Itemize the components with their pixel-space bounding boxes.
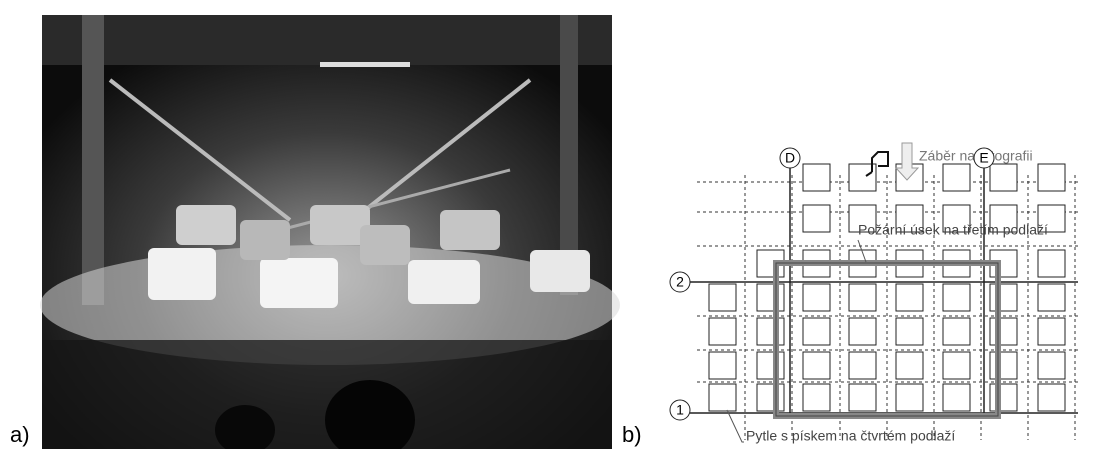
sandbag <box>803 384 830 411</box>
sandbag <box>990 164 1017 191</box>
sandbag <box>757 318 784 345</box>
sandbag <box>943 164 970 191</box>
sandbag <box>896 352 923 379</box>
sandbag <box>990 384 1017 411</box>
sandbag <box>803 318 830 345</box>
sandbag <box>803 205 830 232</box>
sandbag <box>990 352 1017 379</box>
sandbag <box>1038 318 1065 345</box>
sandbag <box>709 284 736 311</box>
photo <box>40 15 620 449</box>
sandbag <box>849 352 876 379</box>
sandbag <box>709 352 736 379</box>
sandbag <box>1038 250 1065 277</box>
sandbag <box>803 284 830 311</box>
sandbag <box>709 384 736 411</box>
sandbag <box>757 284 784 311</box>
floor-plan <box>690 164 1080 440</box>
axis-label: E <box>979 150 988 166</box>
axis-label: 2 <box>676 274 684 290</box>
leader-line <box>727 410 744 442</box>
axis-label: D <box>785 150 795 166</box>
sandbag <box>1038 284 1065 311</box>
sandbag <box>1038 352 1065 379</box>
sandbag <box>757 352 784 379</box>
sandbag <box>943 352 970 379</box>
figure: a) b) Záběr na fotografii D E 2 1 Požárn… <box>0 0 1110 449</box>
sandbag <box>990 318 1017 345</box>
sandbag <box>849 384 876 411</box>
sandbag <box>849 318 876 345</box>
sandbag <box>943 384 970 411</box>
sandbag <box>990 284 1017 311</box>
sandbag <box>803 164 830 191</box>
sandbag <box>943 318 970 345</box>
sandbag <box>896 384 923 411</box>
callout: Požární úsek na třetím podlaží <box>858 222 1048 238</box>
sandbag <box>1038 384 1065 411</box>
sandbag <box>1038 164 1065 191</box>
panel-label: b) <box>622 422 642 447</box>
sandbag <box>803 352 830 379</box>
sandbag <box>849 284 876 311</box>
sandbag <box>896 318 923 345</box>
panel-label: a) <box>10 422 30 447</box>
sandbag <box>896 284 923 311</box>
sandbag <box>709 318 736 345</box>
callout: Pytle s pískem na čtvrtém podlaží <box>746 428 955 444</box>
axis-label: 1 <box>676 402 684 418</box>
sandbag <box>757 384 784 411</box>
sandbag <box>943 284 970 311</box>
